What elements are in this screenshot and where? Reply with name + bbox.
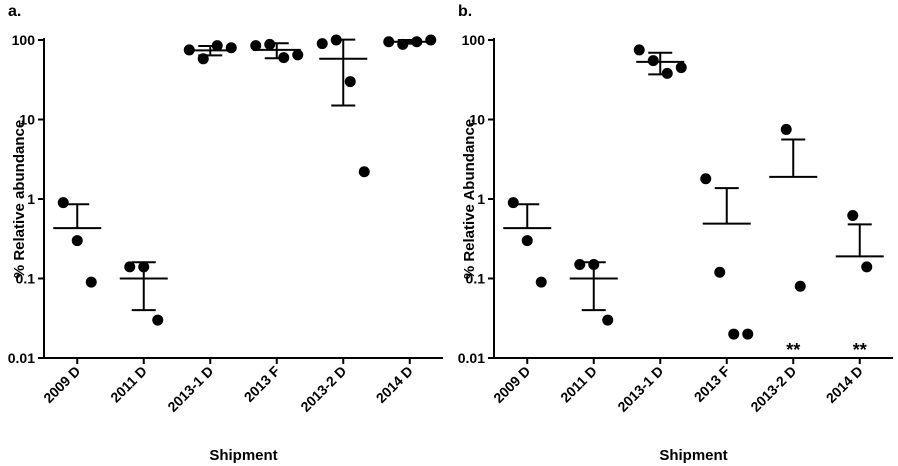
data-point xyxy=(264,38,276,50)
y-tick-label: 0.1 xyxy=(466,271,486,287)
data-point xyxy=(647,55,659,67)
y-tick-label: 0.01 xyxy=(8,350,35,366)
data-point xyxy=(521,235,533,247)
x-tick-label: 2011 D xyxy=(107,363,150,406)
data-point xyxy=(85,276,97,288)
x-tick-label: 2013 F xyxy=(241,362,283,404)
data-point xyxy=(57,197,69,209)
data-point xyxy=(316,38,328,50)
x-tick-label: 2014 D xyxy=(823,363,866,406)
y-tick-label: 10 xyxy=(19,112,35,128)
panel-label: b. xyxy=(458,3,472,20)
data-point xyxy=(780,123,792,135)
data-point xyxy=(425,34,437,46)
data-point xyxy=(124,261,136,273)
annotation: ** xyxy=(853,340,867,360)
x-axis-label: Shipment xyxy=(209,447,277,464)
data-point xyxy=(71,235,83,247)
annotation: ** xyxy=(786,340,800,360)
data-point xyxy=(742,328,754,340)
data-point xyxy=(847,210,859,222)
data-point xyxy=(675,62,687,74)
x-tick-label: 2013 F xyxy=(691,362,733,404)
data-point xyxy=(225,42,237,54)
data-point xyxy=(344,76,356,88)
data-point xyxy=(728,328,740,340)
y-tick-label: 1 xyxy=(27,191,35,207)
data-point xyxy=(535,276,547,288)
data-point xyxy=(794,280,806,292)
data-point xyxy=(633,44,645,56)
y-tick-label: 100 xyxy=(12,32,36,48)
x-axis-label: Shipment xyxy=(659,447,727,464)
y-tick-label: 100 xyxy=(462,32,486,48)
data-point xyxy=(700,173,712,185)
y-tick-label: 0.01 xyxy=(458,350,485,366)
y-axis-label: % Relative abundance xyxy=(11,120,28,278)
x-tick-label: 2013-2 D xyxy=(297,363,349,415)
data-point xyxy=(507,197,519,209)
x-tick-label: 2009 D xyxy=(40,363,83,406)
y-tick-label: 1 xyxy=(477,191,485,207)
data-point xyxy=(292,49,304,61)
panel-label: a. xyxy=(8,3,21,20)
data-point xyxy=(602,314,614,326)
data-point xyxy=(152,314,164,326)
y-tick-label: 0.1 xyxy=(16,271,36,287)
x-tick-label: 2013-1 D xyxy=(614,363,666,415)
data-point xyxy=(358,166,370,178)
panel: a. 0.01 0.1 1 10 100 % Relative abundance Shipm… xyxy=(8,3,443,464)
y-tick-label: 10 xyxy=(469,112,485,128)
data-point xyxy=(714,266,726,278)
y-axis-label: % Relative Abundance xyxy=(461,119,478,279)
x-tick-label: 2011 D xyxy=(557,363,600,406)
data-point xyxy=(574,259,586,271)
x-tick-label: 2013-2 D xyxy=(747,363,799,415)
data-point xyxy=(250,40,262,52)
data-point xyxy=(861,261,873,273)
panel: b. 0.01 0.1 1 10 100 % Relative Abundance Shipm… xyxy=(458,3,893,464)
x-tick-label: 2009 D xyxy=(490,363,533,406)
x-tick-label: 2014 D xyxy=(373,363,416,406)
x-tick-label: 2013-1 D xyxy=(164,363,216,415)
